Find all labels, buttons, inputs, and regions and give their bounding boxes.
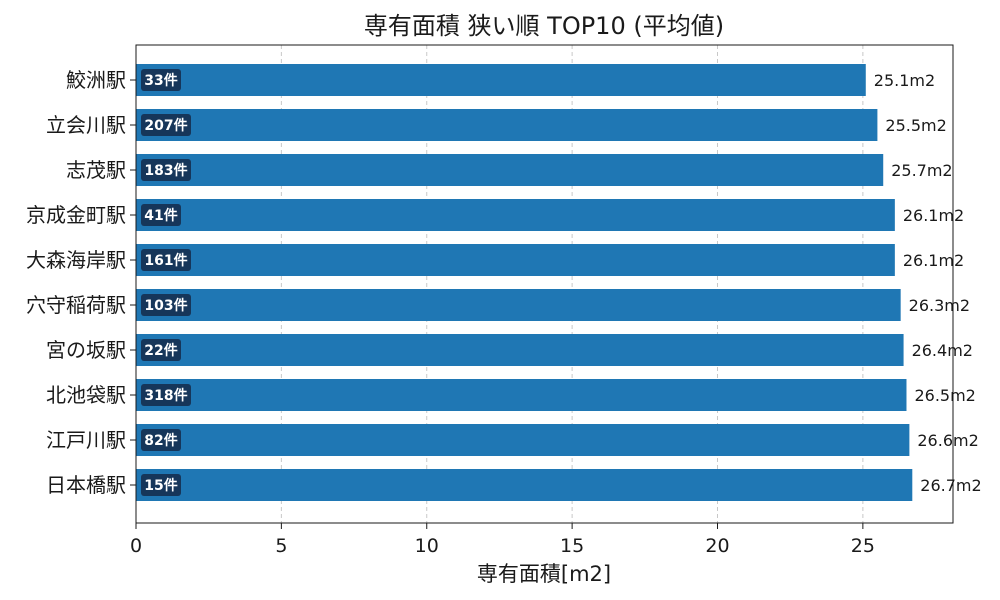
count-label: 103件: [144, 297, 187, 314]
count-label: 207件: [144, 117, 187, 134]
count-badge: [141, 429, 181, 451]
count-label: 161件: [144, 252, 187, 269]
x-axis-label: 専有面積[m2]: [477, 562, 611, 586]
value-label: 25.5m2: [885, 116, 946, 135]
value-label: 26.7m2: [920, 476, 981, 495]
category-label: 鮫洲駅: [66, 68, 126, 92]
x-tick-label: 20: [705, 535, 729, 557]
bar: [136, 289, 901, 321]
x-axis: 0 5 10 15 20 25: [130, 523, 875, 557]
bar: [136, 64, 866, 96]
count-badge: [141, 294, 191, 316]
value-label: 26.1m2: [903, 251, 964, 270]
x-tick-label: 0: [130, 535, 142, 557]
value-label: 25.1m2: [874, 71, 935, 90]
count-badge: [141, 474, 181, 496]
value-label: 26.1m2: [903, 206, 964, 225]
count-badge: [141, 249, 191, 271]
value-label: 26.6m2: [917, 431, 978, 450]
count-badge: [141, 339, 181, 361]
plot-frame: [135, 44, 954, 524]
x-tick-label: 10: [415, 535, 439, 557]
category-label: 京成金町駅: [26, 203, 126, 227]
bar: [136, 244, 895, 276]
count-badge: [141, 114, 191, 136]
x-tick-label: 15: [560, 535, 584, 557]
value-label: 25.7m2: [891, 161, 952, 180]
bar: [136, 469, 913, 501]
bar: [136, 199, 895, 231]
count-label: 183件: [144, 162, 187, 179]
x-tick-label: 25: [851, 535, 875, 557]
value-label: 26.4m2: [912, 341, 973, 360]
bar: [136, 334, 904, 366]
count-badge: [141, 204, 181, 226]
bar: [136, 154, 884, 186]
category-label: 大森海岸駅: [26, 248, 126, 272]
category-label: 北池袋駅: [46, 383, 126, 407]
count-badge: [141, 159, 191, 181]
count-label: 82件: [144, 432, 177, 449]
count-badge: [141, 384, 191, 406]
chart-title: 専有面積 狭い順 TOP10 (平均値): [364, 12, 724, 40]
count-label: 318件: [144, 387, 187, 404]
value-label: 26.3m2: [909, 296, 970, 315]
category-label: 穴守稲荷駅: [26, 293, 126, 317]
x-tick-label: 5: [275, 535, 287, 557]
bar: [136, 379, 907, 411]
count-label: 22件: [144, 342, 177, 359]
category-label: 宮の坂駅: [46, 338, 126, 362]
value-label: 26.5m2: [914, 386, 975, 405]
bar: [136, 109, 878, 141]
category-label: 江戸川駅: [46, 428, 126, 452]
category-label: 立会川駅: [46, 113, 126, 137]
category-label: 志茂駅: [66, 158, 126, 182]
count-label: 33件: [144, 72, 177, 89]
count-label: 15件: [144, 477, 177, 494]
bars: [136, 64, 913, 501]
bar: [136, 424, 910, 456]
category-label: 日本橋駅: [46, 473, 126, 497]
count-label: 41件: [144, 207, 177, 224]
count-badge: [141, 69, 181, 91]
